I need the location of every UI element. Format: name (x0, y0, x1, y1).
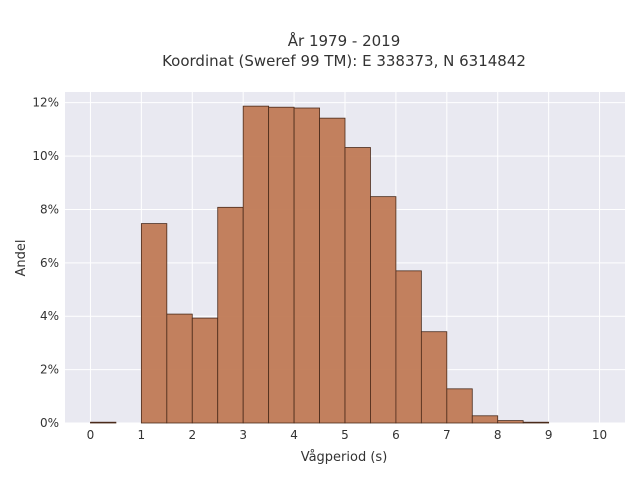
y-axis-label: Andel (14, 240, 29, 277)
chart-title-line-2: Koordinat (Sweref 99 TM): E 338373, N 63… (162, 52, 526, 70)
bars (90, 105, 550, 424)
y-tick-label-5: 10% (32, 149, 59, 163)
histogram-bar-4 (191, 317, 219, 424)
x-tick-label-10: 10 (592, 428, 607, 442)
histogram-bar-16 (497, 420, 524, 424)
x-tick-labels: 0 1 2 3 4 5 6 7 8 9 10 (87, 428, 608, 442)
x-tick-label-7: 7 (443, 428, 451, 442)
y-tick-label-6: 12% (32, 96, 59, 110)
histogram-bar-15 (471, 415, 499, 424)
histogram-bar-10 (344, 147, 371, 424)
histogram-bar-14 (446, 388, 473, 424)
x-tick-label-5: 5 (341, 428, 349, 442)
x-tick-label-6: 6 (392, 428, 400, 442)
x-axis-label: Vågperiod (s) (301, 450, 388, 465)
y-tick-label-2: 4% (40, 309, 59, 323)
histogram-bar-6 (242, 105, 270, 424)
x-tick-label-2: 2 (188, 428, 196, 442)
x-tick-label-0: 0 (87, 428, 95, 442)
histogram-bar-11 (370, 196, 397, 424)
y-tick-label-0: 0% (40, 416, 59, 430)
histogram-bar-17 (522, 421, 550, 424)
x-tick-label-9: 9 (545, 428, 553, 442)
y-tick-label-1: 2% (40, 363, 59, 377)
histogram-bar-8 (293, 107, 320, 424)
histogram-bar-0 (90, 421, 117, 424)
x-tick-label-4: 4 (290, 428, 298, 442)
histogram-bar-13 (420, 331, 448, 424)
x-tick-label-1: 1 (138, 428, 146, 442)
histogram-bar-9 (319, 117, 346, 424)
histogram-bar-2 (140, 223, 168, 424)
histogram-bar-3 (166, 313, 193, 424)
x-tick-label-3: 3 (239, 428, 247, 442)
histogram-bar-5 (217, 206, 244, 424)
chart-title-line-1: År 1979 - 2019 (288, 31, 401, 50)
histogram-bar-7 (268, 106, 295, 424)
y-tick-label-4: 8% (40, 202, 59, 216)
histogram-bar-12 (395, 270, 422, 424)
y-tick-label-3: 6% (40, 256, 59, 270)
x-tick-label-8: 8 (494, 428, 502, 442)
y-tick-labels: 0% 2% 4% 6% 8% 10% 12% (32, 96, 59, 430)
